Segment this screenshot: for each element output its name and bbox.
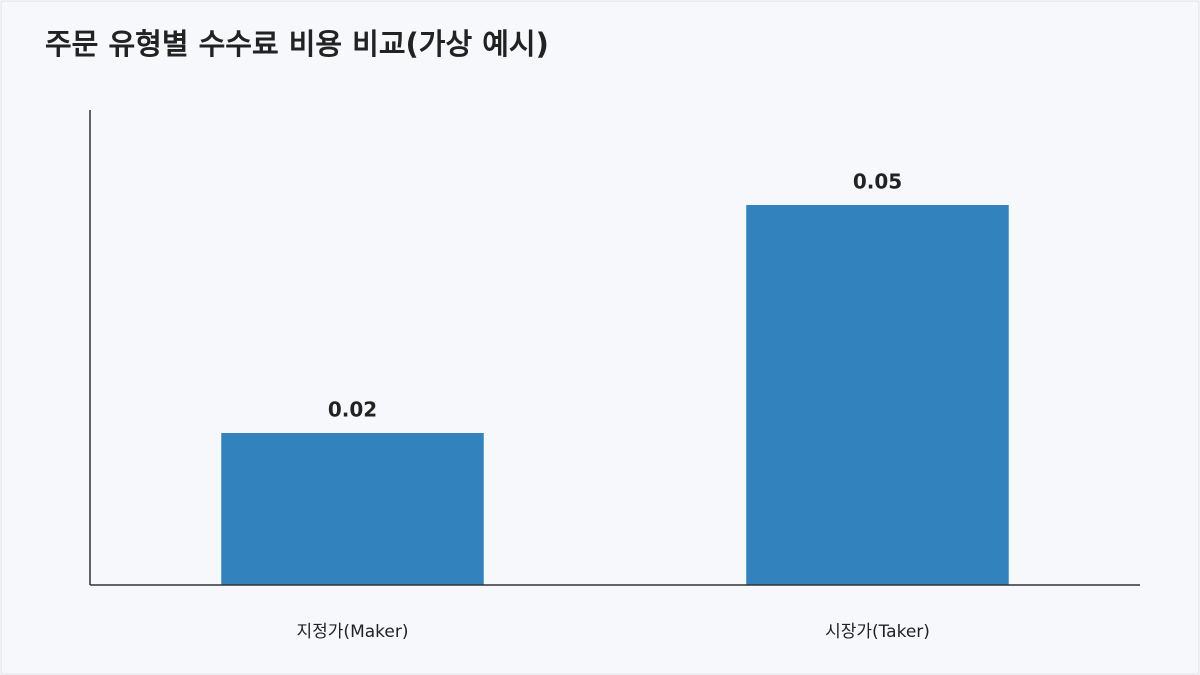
bar <box>746 205 1009 585</box>
x-tick-label: 지정가(Maker) <box>297 622 409 642</box>
data-label: 0.02 <box>328 398 377 422</box>
bar <box>221 433 484 585</box>
data-label: 0.05 <box>853 170 902 194</box>
x-tick-label: 시장가(Taker) <box>825 622 930 642</box>
chart-title: 주문 유형별 수수료 비용 비교(가상 예시) <box>45 27 549 61</box>
